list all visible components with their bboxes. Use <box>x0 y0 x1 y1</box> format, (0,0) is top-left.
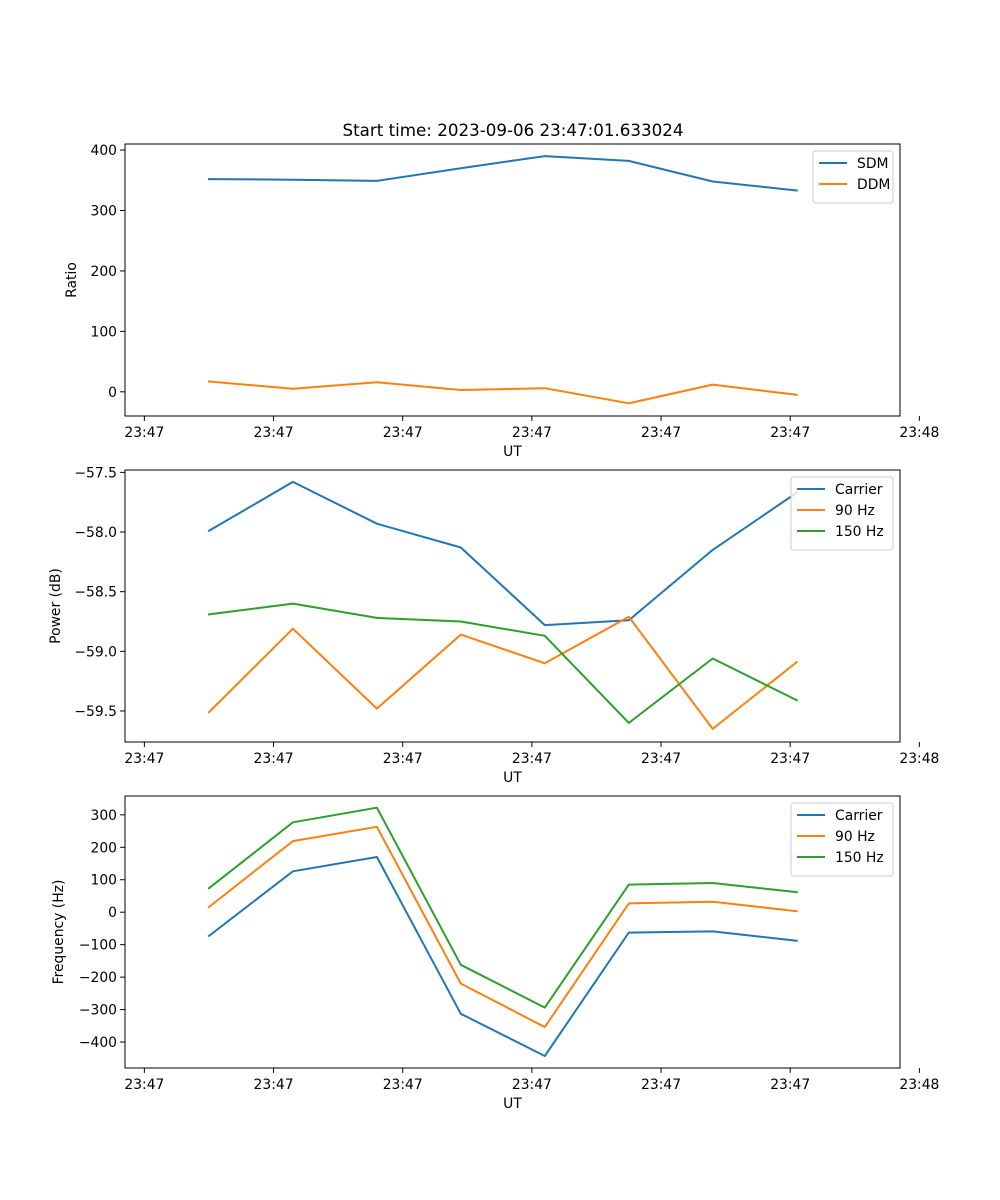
legend: Carrier 90 Hz 150 Hz <box>790 476 894 551</box>
y-tick-label: −59.5 <box>74 704 117 720</box>
x-tick-label: 23:47 <box>641 1077 681 1093</box>
legend-label: 90 Hz <box>835 829 875 845</box>
y-tick-label: −58.5 <box>74 585 117 601</box>
legend-label: 150 Hz <box>835 524 884 540</box>
legend: Carrier 90 Hz 150 Hz <box>790 802 894 877</box>
x-tick-label: 23:47 <box>641 425 681 441</box>
x-tick-label: 23:47 <box>512 425 552 441</box>
x-tick-label: 23:48 <box>899 751 939 767</box>
y-tick-label: 400 <box>90 143 117 159</box>
series-line-carrier <box>207 856 798 1057</box>
x-tick-label: 23:47 <box>383 425 423 441</box>
x-tick-label: 23:48 <box>899 425 939 441</box>
x-tick-label: 23:47 <box>254 751 294 767</box>
chart-panel-2: 23:47 23:47 23:47 23:47 23:47 23:47 23:48 −57.5… <box>48 465 939 786</box>
y-tick-label: −100 <box>79 938 117 954</box>
series-line-90-hz <box>207 615 799 730</box>
y-tick-label: 300 <box>90 203 117 219</box>
x-tick-label: 23:47 <box>383 1077 423 1093</box>
y-tick-label: −400 <box>79 1035 117 1051</box>
y-tick-label: 0 <box>108 905 117 921</box>
legend-label: 150 Hz <box>835 850 884 866</box>
series-line-sdm <box>207 155 798 192</box>
y-tick-label: 100 <box>90 324 117 340</box>
x-tick-label: 23:48 <box>899 1077 939 1093</box>
y-axis-label: Frequency (Hz) <box>51 880 67 985</box>
x-tick-label: 23:47 <box>124 1077 164 1093</box>
series-line-150-hz <box>207 602 799 724</box>
x-tick-label: 23:47 <box>512 751 552 767</box>
figure-title: Start time: 2023-09-06 23:47:01.633024 <box>343 120 684 140</box>
legend-label: DDM <box>857 177 890 193</box>
y-tick-label: 0 <box>108 385 117 401</box>
axes-frame <box>124 469 901 743</box>
legend-label: SDM <box>857 156 889 172</box>
x-tick-label: 23:47 <box>770 425 810 441</box>
x-tick-label: 23:47 <box>383 751 423 767</box>
x-tick-label: 23:47 <box>124 751 164 767</box>
y-tick-label: 200 <box>90 264 117 280</box>
x-tick-label: 23:47 <box>254 1077 294 1093</box>
chart-panel-3: 23:47 23:47 23:47 23:47 23:47 23:47 23:48 300 20… <box>51 795 939 1112</box>
y-axis-label: Power (dB) <box>48 568 64 644</box>
axes-frame <box>124 795 901 1069</box>
x-tick-label: 23:47 <box>770 751 810 767</box>
series-line-150-hz <box>207 806 798 1009</box>
x-tick-label: 23:47 <box>770 1077 810 1093</box>
y-tick-label: 100 <box>90 873 117 889</box>
x-tick-label: 23:47 <box>641 751 681 767</box>
legend-label: Carrier <box>835 808 883 824</box>
series-line-ddm <box>207 380 798 405</box>
y-tick-label: 300 <box>90 808 117 824</box>
x-tick-label: 23:47 <box>512 1077 552 1093</box>
x-axis-label: UT <box>503 1096 522 1112</box>
x-axis-label: UT <box>503 770 522 786</box>
y-tick-label: −57.5 <box>74 465 117 481</box>
y-tick-label: −59.0 <box>74 644 117 660</box>
y-axis-label: Ratio <box>64 262 80 298</box>
y-tick-label: −200 <box>79 970 117 986</box>
legend-label: Carrier <box>835 482 883 498</box>
legend: SDM DDM <box>812 150 894 204</box>
series-line-90-hz <box>207 825 798 1029</box>
y-tick-label: 200 <box>90 840 117 856</box>
legend-label: 90 Hz <box>835 503 875 519</box>
series-line-carrier <box>207 480 799 627</box>
y-tick-label: −300 <box>79 1003 117 1019</box>
x-tick-label: 23:47 <box>254 425 294 441</box>
axes-frame <box>124 143 901 417</box>
x-axis-label: UT <box>503 444 522 460</box>
y-tick-label: −58.0 <box>74 525 117 541</box>
chart-panel-1: 23:47 23:47 23:47 23:47 23:47 23:47 23:48 0 100 2… <box>64 143 939 460</box>
x-tick-label: 23:47 <box>124 425 164 441</box>
